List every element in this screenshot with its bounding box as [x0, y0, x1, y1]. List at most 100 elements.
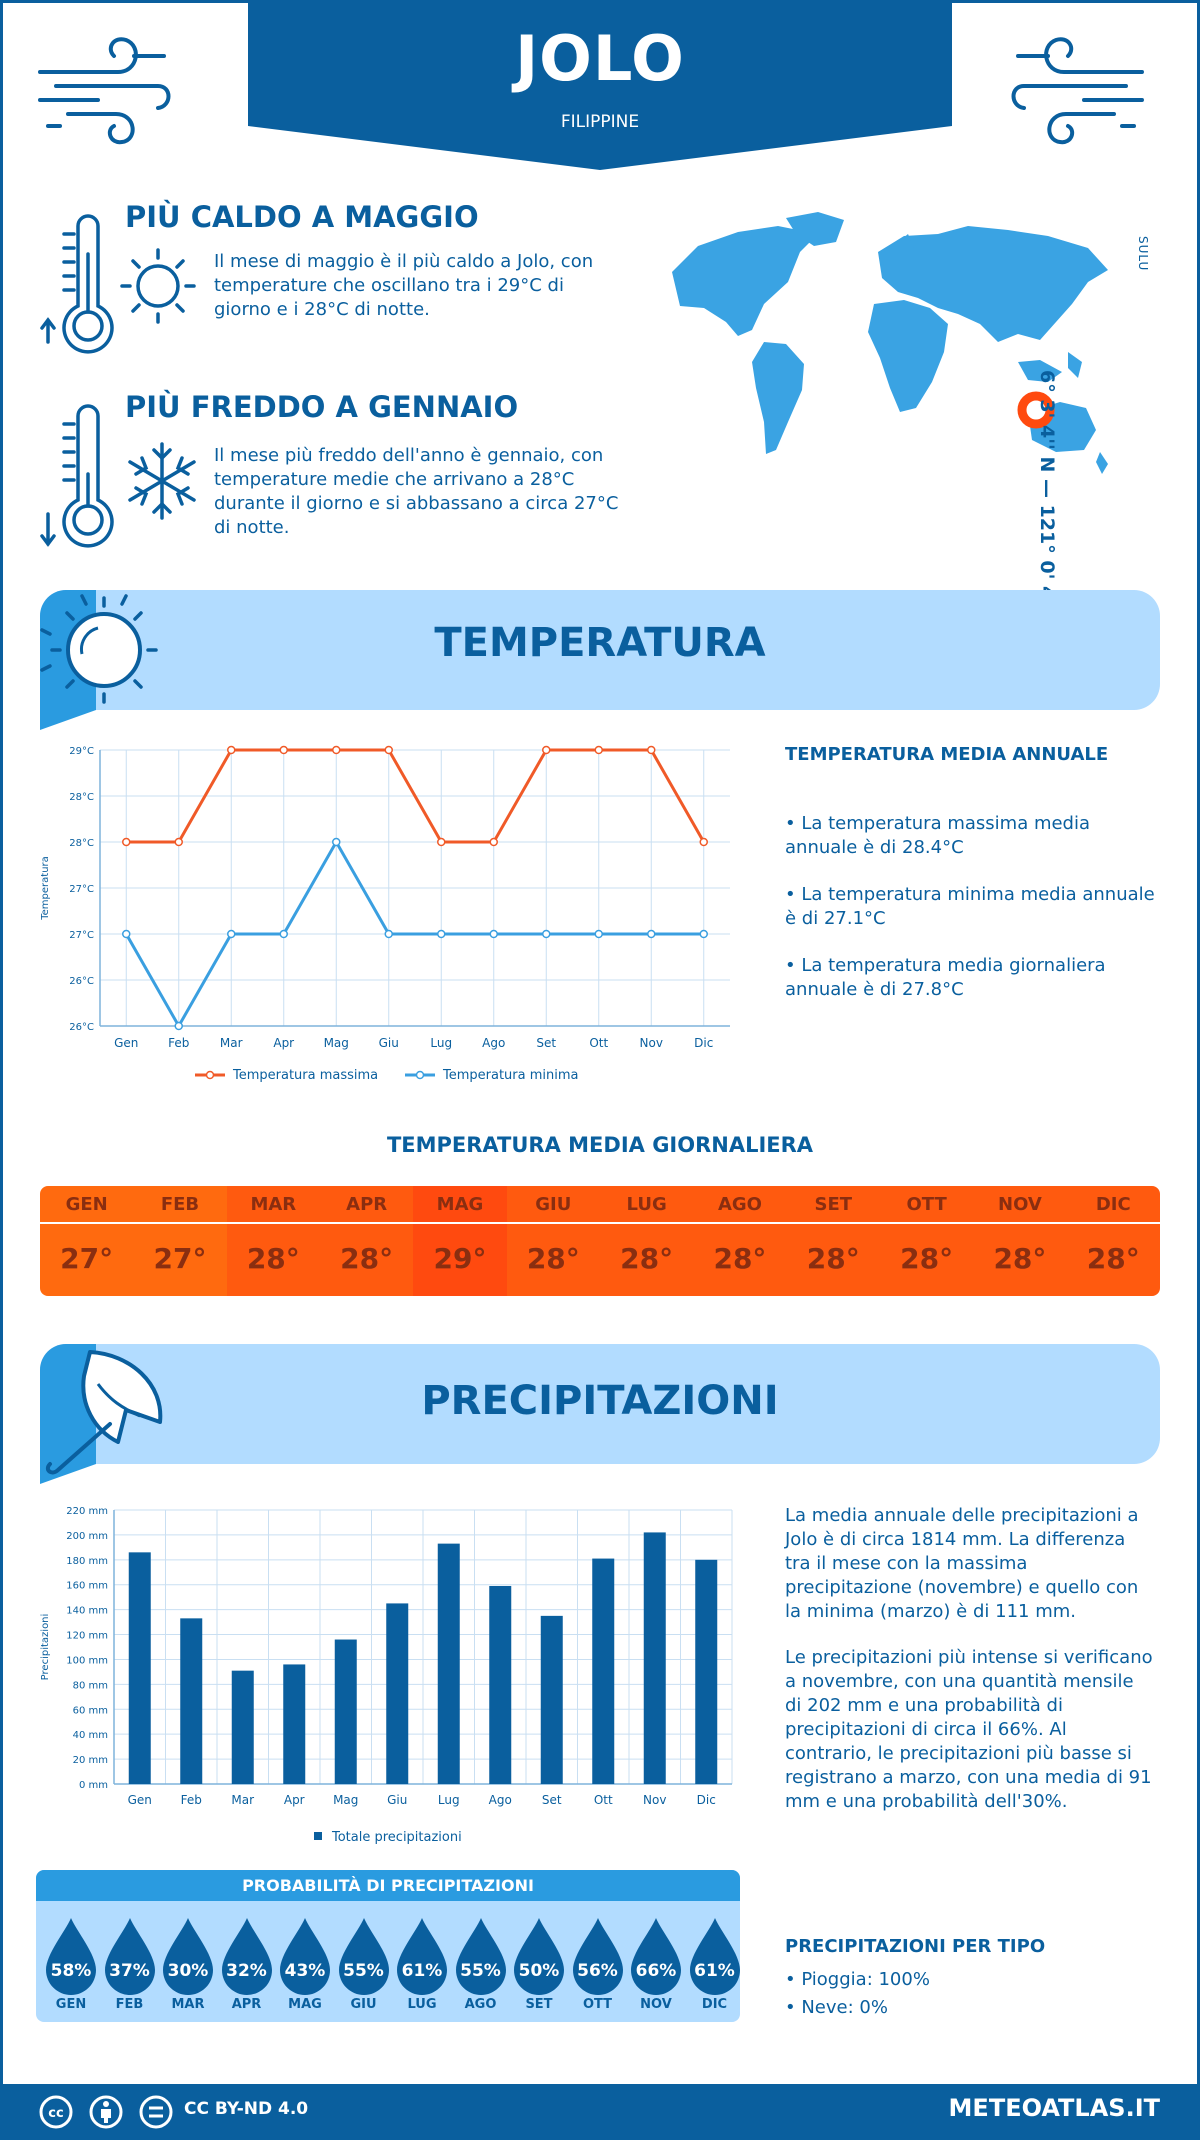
y-tick-label: 200 mm: [66, 1531, 108, 1542]
site-link[interactable]: METEOATLAS.IT: [948, 2094, 1160, 2122]
coldest-text: Il mese più freddo dell'anno è gennaio, …: [214, 444, 634, 540]
bar: [695, 1559, 718, 1784]
x-tick-label: Nov: [640, 1036, 663, 1050]
license-text: CC BY-ND 4.0: [184, 2099, 309, 2119]
raindrop-icon: [104, 1918, 155, 1995]
y-tick-label: 28°C: [69, 838, 94, 849]
bullet-line: annuale è di 27.8°C: [785, 979, 964, 1000]
legend-label: Temperatura massima: [232, 1068, 378, 1083]
data-point: [489, 837, 498, 847]
legend-marker: [415, 1070, 425, 1080]
precip-line: a novembre, con una quantità mensile: [785, 1671, 1134, 1692]
data-point: [699, 929, 708, 939]
y-tick-label: 27°C: [69, 884, 94, 895]
precip-probability-value: 30%: [167, 1961, 209, 1981]
daily-temp-column: AGO 28°: [693, 1186, 787, 1296]
raindrop-icon: [514, 1918, 564, 1995]
x-tick-label: Set: [542, 1793, 562, 1807]
precip-paragraph-2: Le precipitazioni più intense si verific…: [785, 1646, 1175, 1814]
legend-marker: [205, 1070, 215, 1080]
bar: [489, 1585, 512, 1784]
raindrop-shape: [163, 1918, 213, 1995]
coldest-line: durante il giorno e si abbassano a circa…: [214, 493, 619, 514]
precip-probability-value: 55%: [460, 1961, 501, 1981]
precip-probability-month: OTT: [582, 1997, 613, 2012]
raindrop-shape: [46, 1918, 96, 1995]
y-tick-label: 28°C: [69, 792, 94, 803]
raindrop-icon: [280, 1918, 330, 1995]
precip-line: tra il mese con la massima: [785, 1553, 1028, 1574]
annual-temp-bullet: • La temperatura media giornaliera annua…: [785, 954, 1165, 1002]
x-tick-label: Mar: [220, 1036, 243, 1050]
precip-probability-value: 37%: [109, 1961, 150, 1981]
precip-probability-month: NOV: [640, 1997, 672, 2012]
x-tick-label: Ott: [594, 1793, 613, 1807]
data-point: [227, 929, 236, 939]
daily-temp-value: 28°: [246, 1242, 300, 1275]
x-tick-label: Giu: [379, 1036, 399, 1050]
daily-temp-month: LUG: [599, 1186, 694, 1224]
precip-probability-month: GIU: [350, 1997, 377, 2012]
x-tick-label: Mag: [324, 1036, 349, 1050]
umbrella-icon: [40, 1344, 163, 1484]
data-point: [174, 1021, 183, 1031]
legend-label: Totale precipitazioni: [331, 1830, 462, 1845]
precip-title: PRECIPITAZIONI: [421, 1378, 779, 1424]
y-axis-label: Temperatura: [40, 856, 51, 921]
precip-line: La media annuale delle precipitazioni a: [785, 1505, 1139, 1526]
footer: [0, 2084, 1200, 2140]
y-tick-label: 220 mm: [66, 1506, 108, 1517]
y-tick-label: 29°C: [69, 746, 94, 757]
coldest-line: Il mese più freddo dell'anno è gennaio, …: [214, 445, 604, 466]
y-axis-label: Precipitazioni: [40, 1614, 51, 1681]
precip-paragraph-1: La media annuale delle precipitazioni a …: [785, 1504, 1175, 1624]
thermometer-snowflake-icon: [40, 404, 196, 548]
daily-temp-value: 28°: [526, 1242, 580, 1275]
precip-probability-title: PROBABILITÀ DI PRECIPITAZIONI: [36, 1870, 740, 1901]
precip-probability-value: 55%: [343, 1961, 384, 1981]
precipitation-chart: 0 mm 20 mm 40 mm 60 mm 80 mm 100 mm 120 mm 140 …: [40, 1506, 733, 1845]
hottest-title: PIÙ CALDO A MAGGIO: [125, 200, 479, 234]
y-tick-label: 40 mm: [73, 1730, 108, 1741]
raindrop-icon: [572, 1918, 623, 1995]
city-name: JOLO: [515, 22, 685, 95]
x-tick-label: Ago: [482, 1036, 505, 1050]
x-tick-label: Giu: [387, 1793, 407, 1807]
daily-temp-month: APR: [319, 1186, 414, 1224]
data-point: [542, 929, 551, 939]
data-point: [332, 837, 341, 847]
annual-temp-bullet: • La temperatura massima media annuale è…: [785, 812, 1165, 860]
data-point: [437, 837, 446, 847]
wind-icon-right: [1011, 37, 1144, 145]
x-tick-label: Dic: [697, 1793, 716, 1807]
precip-probability-month: FEB: [115, 1997, 144, 2012]
bar: [180, 1618, 203, 1784]
daily-temp-month: GEN: [40, 1186, 134, 1224]
x-tick-label: Gen: [128, 1793, 152, 1807]
raindrop-shape: [280, 1918, 330, 1995]
data-point: [437, 929, 446, 939]
data-point: [227, 745, 236, 755]
raindrop-shape: [104, 1918, 155, 1995]
daily-temp-value: 28°: [900, 1242, 954, 1275]
daily-temp-value: 28°: [620, 1242, 674, 1275]
bullet-line: è di 27.1°C: [785, 908, 886, 929]
sun-icon: [40, 590, 158, 730]
x-tick-label: Apr: [273, 1036, 294, 1050]
raindrop-icon: [397, 1918, 447, 1995]
precip-type-list: • Pioggia: 100% • Neve: 0%: [785, 1968, 930, 2020]
daily-temp-column: NOV 28°: [973, 1186, 1067, 1296]
hottest-text: Il mese di maggio è il più caldo a Jolo,…: [214, 250, 614, 322]
raindrop-icon: [221, 1918, 272, 1995]
y-tick-label: 26°C: [69, 976, 94, 987]
daily-temp-value: 27°: [60, 1242, 114, 1275]
y-tick-label: 60 mm: [73, 1705, 108, 1716]
x-tick-label: Feb: [168, 1036, 189, 1050]
x-tick-label: Gen: [114, 1036, 138, 1050]
temperature-band: [40, 590, 1160, 710]
daily-temp-column: OTT 28°: [879, 1186, 974, 1296]
precip-probability-value: 66%: [635, 1961, 677, 1981]
coldest-title: PIÙ FREDDO A GENNAIO: [125, 390, 519, 424]
data-point: [384, 745, 393, 755]
daily-temp-value: 28°: [340, 1242, 394, 1275]
